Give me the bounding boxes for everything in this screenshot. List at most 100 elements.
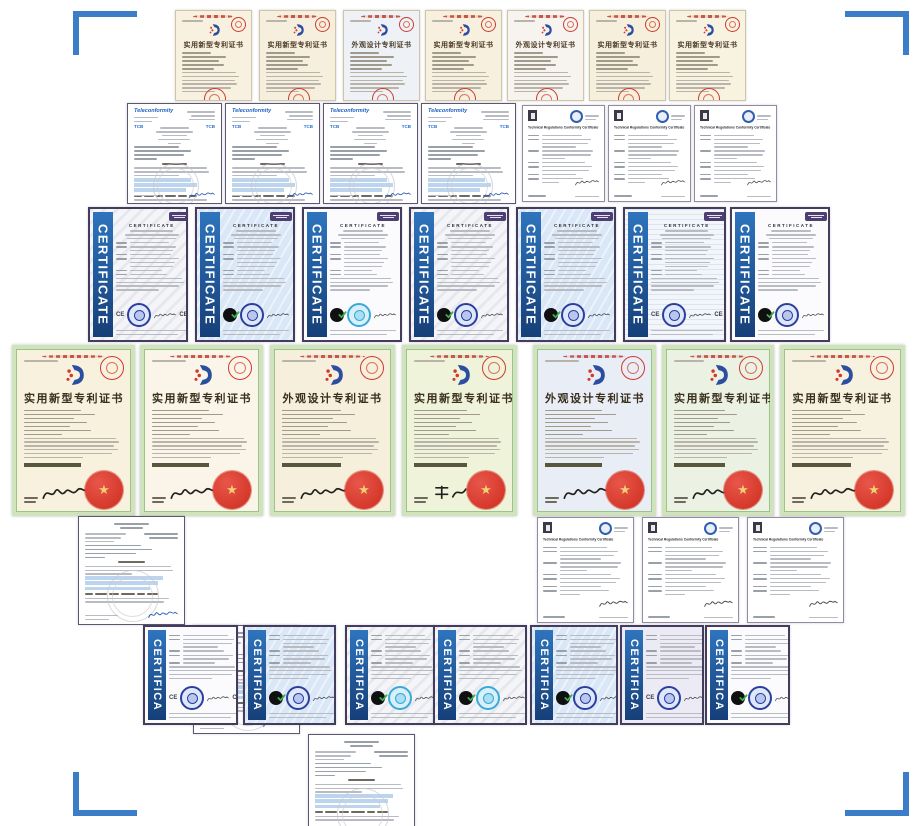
attestation-certificate-cropped[interactable]: CERTIFICA <box>243 625 336 725</box>
attestation-certificate-cropped[interactable]: CERTIFICA <box>530 625 618 725</box>
certificate-number-line <box>414 360 445 362</box>
attestation-certificate-cropped[interactable]: CERTIFICA <box>433 625 527 725</box>
teleconformity-certificate[interactable]: Teleconformity TCB TCB <box>323 103 418 204</box>
technical-regulations-certificate[interactable]: Technical Regulations Conformity Certifi… <box>694 105 777 202</box>
dark-band-decoration <box>282 462 341 468</box>
small-patent-certificate[interactable]: 外观设计专利证书 <box>507 10 584 101</box>
text-line <box>514 72 569 74</box>
field-label <box>269 638 280 648</box>
certifier-logo-icon <box>543 522 552 533</box>
large-patent-certificate[interactable]: 实用新型专利证书 ★ <box>402 345 517 516</box>
field-label <box>651 273 663 276</box>
text-line <box>357 135 384 137</box>
text-line <box>731 712 788 715</box>
corner-bracket-top-right <box>845 11 909 55</box>
text-line <box>674 449 758 451</box>
field-row <box>543 546 628 549</box>
techreg-title: Technical Regulations Conformity Certifi… <box>700 126 771 130</box>
accreditation-lines <box>614 525 628 533</box>
field-row <box>543 573 628 576</box>
grant-certificate[interactable] <box>308 734 415 826</box>
attestation-certificate[interactable]: CERTIFICATE CERTIFICATE <box>409 207 509 342</box>
small-patent-certificate[interactable]: 外观设计专利证书 <box>343 10 420 101</box>
text-line <box>671 115 685 117</box>
text-line <box>340 237 386 240</box>
prodcert-badge-icon <box>371 691 388 706</box>
large-patent-certificate[interactable]: 实用新型专利证书 ★ <box>140 345 263 516</box>
patent-title: 外观设计专利证书 <box>351 41 412 49</box>
attestation-certificate[interactable]: CERTIFICATE CERTIFICATE <box>516 207 616 342</box>
small-patent-certificate[interactable]: 实用新型专利证书 <box>425 10 502 101</box>
text-line <box>116 333 178 335</box>
attestation-certificate-cropped[interactable]: CERTIFICA <box>345 625 435 725</box>
field-label <box>116 253 128 256</box>
small-patent-certificate[interactable]: 实用新型专利证书 <box>589 10 666 101</box>
certificate-number-line <box>24 360 58 362</box>
teleconformity-certificate[interactable]: Teleconformity TCB TCB <box>225 103 320 204</box>
field-value <box>664 573 733 576</box>
issuer-lines <box>153 125 195 144</box>
text-line <box>232 120 250 123</box>
field-label <box>646 662 658 664</box>
field-value <box>769 573 838 576</box>
field-value <box>569 650 616 652</box>
technical-regulations-certificate[interactable]: Technical Regulations Conformity Certifi… <box>608 105 691 202</box>
text-line <box>373 751 408 753</box>
text-line <box>343 230 383 232</box>
text-line <box>792 441 889 443</box>
field-value <box>130 258 186 268</box>
field-label <box>646 638 658 648</box>
field-row <box>753 585 838 588</box>
text-line <box>459 673 518 676</box>
ribbon-decoration-icon <box>607 15 648 18</box>
field-value <box>557 269 610 272</box>
text-line <box>792 409 851 412</box>
text-line <box>266 56 311 58</box>
attestation-certificate-cropped[interactable]: CERTIFICA <box>705 625 790 725</box>
large-patent-certificate[interactable]: 实用新型专利证书 ★ <box>662 345 774 516</box>
teleconformity-certificate[interactable]: Teleconformity TCB TCB <box>421 103 516 204</box>
field-row <box>528 138 599 148</box>
large-patent-certificate[interactable]: 外观设计专利证书 ★ <box>270 345 395 516</box>
technical-regulations-certificate[interactable]: Technical Regulations Conformity Certifi… <box>642 517 739 623</box>
field-row <box>651 241 723 244</box>
field-value <box>557 258 610 268</box>
signatory-signature <box>809 598 838 609</box>
field-row <box>648 590 733 596</box>
technical-regulations-certificate[interactable]: Technical Regulations Conformity Certifi… <box>522 105 605 202</box>
field-row <box>556 650 616 652</box>
text-line <box>232 158 255 160</box>
tcb-mark: TCB <box>205 124 215 130</box>
attestation-certificate[interactable]: CERTIFICATE CERTIFICATE <box>302 207 402 342</box>
text-line <box>659 234 715 236</box>
technical-regulations-certificate[interactable]: Technical Regulations Conformity Certifi… <box>537 517 634 623</box>
field-value <box>384 654 433 660</box>
large-patent-certificate[interactable]: 实用新型专利证书 ★ <box>12 345 135 516</box>
text-line <box>259 135 286 137</box>
attestation-certificate[interactable]: CERTIFICATE CERTIFICATE CE CE <box>623 207 726 342</box>
large-patent-certificate[interactable]: 外观设计专利证书 ★ <box>533 345 656 516</box>
attestation-certificate[interactable]: CERTIFICATE CERTIFICATE <box>195 207 295 342</box>
attestation-certificate[interactable]: CERTIFICATE CERTIFICATE CE CE <box>88 207 188 342</box>
text-line <box>449 131 488 133</box>
footer-row <box>700 175 771 197</box>
text-line <box>414 425 456 428</box>
small-patent-certificate[interactable]: 实用新型专利证书 <box>669 10 746 101</box>
text-line <box>432 64 474 66</box>
attestation-certificate[interactable]: CERTIFICATE CERTIFICATE <box>730 207 830 342</box>
text-line <box>282 496 296 499</box>
small-patent-certificate[interactable]: 实用新型专利证书 <box>175 10 252 101</box>
field-row <box>371 654 433 660</box>
large-patent-certificate[interactable]: 实用新型专利证书 ★ <box>780 345 905 516</box>
text-line <box>459 712 525 715</box>
field-value <box>384 638 433 648</box>
footer-row <box>85 609 178 620</box>
grant-certificate[interactable] <box>78 516 185 625</box>
technical-regulations-certificate[interactable]: Technical Regulations Conformity Certifi… <box>747 517 844 623</box>
text-line <box>557 230 597 232</box>
teleconformity-certificate[interactable]: Teleconformity TCB TCB <box>127 103 222 204</box>
field-label <box>459 650 470 652</box>
small-patent-certificate[interactable]: 实用新型专利证书 <box>259 10 336 101</box>
